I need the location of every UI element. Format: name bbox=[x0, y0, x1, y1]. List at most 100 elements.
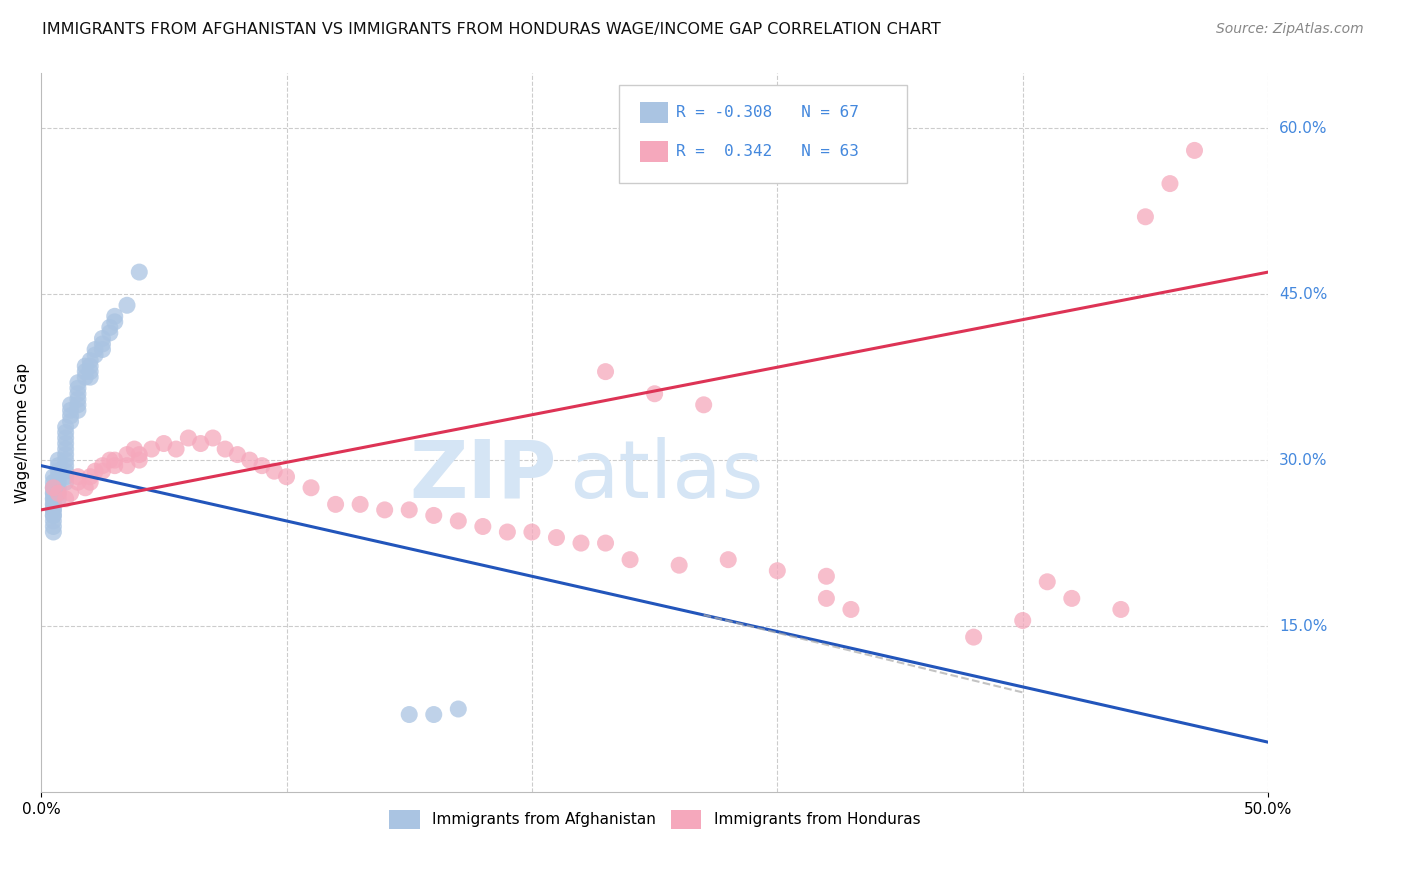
Point bbox=[42, 508, 65, 523]
Point bbox=[66, 386, 89, 401]
Point bbox=[98, 326, 121, 340]
Point bbox=[201, 431, 224, 445]
Point bbox=[79, 475, 101, 490]
Point bbox=[165, 442, 187, 456]
Point bbox=[46, 486, 69, 500]
Point bbox=[398, 503, 420, 517]
Point bbox=[104, 453, 127, 467]
Point bbox=[55, 458, 77, 473]
Point bbox=[104, 458, 127, 473]
Point bbox=[1011, 614, 1033, 628]
Text: IMMIGRANTS FROM AFGHANISTAN VS IMMIGRANTS FROM HONDURAS WAGE/INCOME GAP CORRELAT: IMMIGRANTS FROM AFGHANISTAN VS IMMIGRANT… bbox=[42, 22, 941, 37]
Point bbox=[141, 442, 163, 456]
Point bbox=[569, 536, 592, 550]
Point bbox=[55, 475, 77, 490]
Y-axis label: Wage/Income Gap: Wage/Income Gap bbox=[15, 362, 30, 502]
Point bbox=[250, 458, 273, 473]
Point bbox=[91, 337, 114, 351]
Point bbox=[1184, 144, 1206, 158]
Point bbox=[214, 442, 236, 456]
Point bbox=[42, 481, 65, 495]
Point bbox=[668, 558, 690, 573]
Point bbox=[263, 464, 285, 478]
Point bbox=[595, 536, 617, 550]
Point bbox=[75, 481, 97, 495]
Text: R =  0.342   N = 63: R = 0.342 N = 63 bbox=[676, 145, 859, 159]
Point bbox=[423, 707, 446, 722]
Point bbox=[79, 353, 101, 368]
Point bbox=[98, 320, 121, 334]
Point bbox=[79, 365, 101, 379]
Point bbox=[276, 469, 298, 483]
Point bbox=[55, 469, 77, 483]
Point bbox=[91, 464, 114, 478]
Point bbox=[374, 503, 396, 517]
Point bbox=[1135, 210, 1157, 224]
Point bbox=[75, 365, 97, 379]
Point bbox=[75, 370, 97, 384]
Point bbox=[692, 398, 714, 412]
Point bbox=[42, 503, 65, 517]
Point bbox=[42, 497, 65, 511]
Point bbox=[55, 425, 77, 440]
Text: 60.0%: 60.0% bbox=[1279, 120, 1327, 136]
Point bbox=[839, 602, 862, 616]
Point bbox=[59, 414, 82, 428]
Point bbox=[55, 464, 77, 478]
Point bbox=[115, 458, 138, 473]
Point bbox=[91, 458, 114, 473]
Point bbox=[128, 265, 150, 279]
Point bbox=[1036, 574, 1059, 589]
Point bbox=[46, 475, 69, 490]
Point bbox=[79, 469, 101, 483]
Point bbox=[66, 398, 89, 412]
Point bbox=[42, 486, 65, 500]
Point bbox=[299, 481, 322, 495]
Point bbox=[398, 707, 420, 722]
Point bbox=[520, 524, 543, 539]
Point bbox=[546, 531, 568, 545]
Point bbox=[55, 420, 77, 434]
Point bbox=[46, 469, 69, 483]
Text: 30.0%: 30.0% bbox=[1279, 452, 1327, 467]
Point bbox=[55, 448, 77, 462]
Point bbox=[423, 508, 446, 523]
Point bbox=[55, 436, 77, 450]
Point bbox=[59, 398, 82, 412]
Point bbox=[42, 491, 65, 506]
Point bbox=[644, 386, 666, 401]
Point bbox=[104, 310, 127, 324]
Point bbox=[55, 491, 77, 506]
Point bbox=[128, 448, 150, 462]
Point bbox=[115, 298, 138, 312]
Point bbox=[46, 453, 69, 467]
Point bbox=[325, 497, 347, 511]
Point bbox=[46, 464, 69, 478]
Point bbox=[55, 453, 77, 467]
Point bbox=[75, 359, 97, 373]
Point bbox=[42, 481, 65, 495]
Point bbox=[42, 497, 65, 511]
Point bbox=[190, 436, 212, 450]
Point bbox=[46, 481, 69, 495]
Point bbox=[98, 453, 121, 467]
Point bbox=[595, 365, 617, 379]
Point bbox=[962, 630, 984, 644]
Text: R = -0.308   N = 67: R = -0.308 N = 67 bbox=[676, 105, 859, 120]
Point bbox=[46, 458, 69, 473]
Text: ZIP: ZIP bbox=[409, 436, 557, 515]
Point bbox=[42, 475, 65, 490]
Point bbox=[42, 491, 65, 506]
Point bbox=[55, 431, 77, 445]
Point bbox=[128, 453, 150, 467]
Point bbox=[42, 469, 65, 483]
Point bbox=[717, 552, 740, 566]
Point bbox=[84, 464, 107, 478]
Text: 15.0%: 15.0% bbox=[1279, 618, 1327, 633]
Point bbox=[59, 403, 82, 417]
Point bbox=[59, 409, 82, 423]
Point bbox=[104, 315, 127, 329]
Point bbox=[177, 431, 200, 445]
Point bbox=[471, 519, 494, 533]
Point bbox=[66, 475, 89, 490]
